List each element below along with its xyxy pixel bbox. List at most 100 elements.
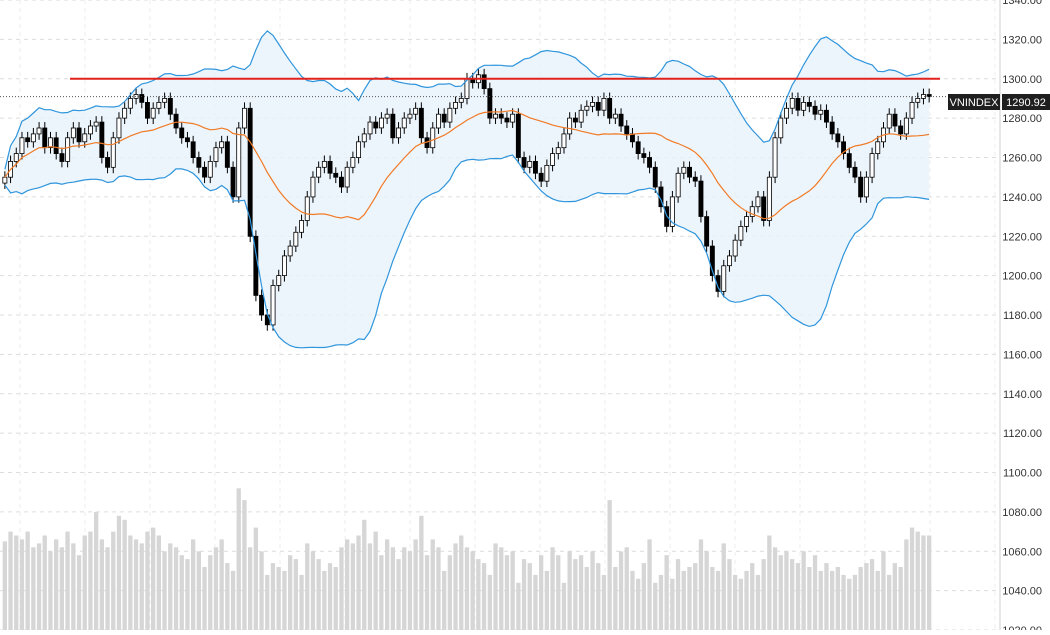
candle-body	[533, 160, 538, 174]
volume-bar	[2, 541, 8, 630]
volume-bar	[225, 563, 230, 630]
candle-body	[481, 74, 487, 90]
volume-bar	[584, 567, 589, 630]
volume-bar	[191, 539, 196, 630]
candle-body	[156, 102, 162, 109]
volume-bar	[219, 539, 224, 630]
candle-body	[852, 166, 858, 178]
volume-bar	[578, 555, 584, 630]
volume-bar	[373, 531, 378, 630]
volume-bars	[2, 488, 932, 631]
candle-body	[498, 113, 504, 119]
volume-bar	[744, 570, 749, 630]
candle-body	[607, 98, 613, 119]
candle-body	[675, 172, 681, 198]
candle-body	[173, 113, 179, 129]
candle-body	[915, 98, 921, 103]
candle-body	[196, 157, 202, 168]
candle-body	[162, 98, 168, 103]
candle-body	[321, 160, 327, 168]
candle-body	[635, 141, 641, 155]
candle-body	[213, 147, 219, 162]
candle-body	[139, 94, 145, 103]
volume-bar	[19, 539, 25, 630]
volume-bar	[402, 547, 407, 630]
volume-bar	[544, 570, 549, 630]
candle-body	[304, 196, 310, 221]
candle-body	[898, 125, 904, 135]
candle-body	[618, 113, 624, 127]
candle-body	[704, 216, 710, 247]
candle-body	[669, 196, 675, 227]
volume-bar	[459, 535, 464, 630]
volume-bar	[293, 559, 298, 630]
volume-bar	[812, 555, 818, 630]
volume-bar	[807, 567, 812, 630]
overlays	[0, 30, 1000, 349]
tick-label: 1080.00	[1002, 507, 1042, 519]
volume-bar	[852, 574, 858, 630]
tick-label: 1020.00	[1002, 625, 1042, 630]
candle-body	[367, 121, 373, 135]
volume-bar	[133, 539, 139, 630]
volume-bar	[379, 555, 384, 630]
volume-bar	[830, 570, 835, 630]
tick-label: 1340.00	[1002, 0, 1042, 7]
candle-body	[418, 107, 424, 139]
candle-body	[384, 113, 390, 119]
candle-body	[344, 166, 350, 188]
volume-bar	[322, 570, 327, 630]
candle-body	[612, 113, 618, 119]
candle-body	[373, 121, 379, 129]
candle-body	[886, 113, 892, 129]
volume-bar	[42, 535, 47, 630]
moving-average-line	[4, 109, 930, 221]
bollinger-fill	[4, 30, 930, 348]
volume-bar	[727, 559, 732, 630]
candle-body	[327, 160, 333, 174]
volume-bar	[362, 519, 367, 631]
candle-body	[829, 121, 835, 135]
candle-body	[521, 157, 527, 168]
volume-bar	[407, 551, 413, 631]
candle-body	[105, 157, 110, 168]
candle-body	[441, 113, 447, 123]
volume-bar	[641, 563, 646, 630]
candle-body	[390, 113, 396, 139]
candle-body	[841, 141, 846, 155]
volume-bar	[824, 563, 829, 630]
volume-bar	[761, 559, 766, 630]
volume-bar	[647, 539, 652, 630]
volume-bar	[65, 531, 70, 630]
candle-body	[167, 98, 173, 115]
volume-bar	[715, 570, 721, 630]
candle-body	[727, 255, 732, 267]
volume-bar	[116, 515, 122, 630]
bollinger-bands	[4, 30, 930, 348]
candle-body	[698, 180, 704, 217]
tick-label: 1300.00	[1002, 74, 1042, 86]
volume-bar	[847, 578, 852, 630]
candle-body	[259, 294, 264, 316]
volume-bar	[499, 547, 504, 630]
candle-body	[732, 239, 738, 257]
volume-bar	[881, 551, 886, 631]
volume-bar	[71, 543, 76, 630]
price-axis: 1340.00 1320.00 1300.00 1280.00 1260.00 1240.…	[999, 0, 1042, 635]
volume-bar	[208, 555, 213, 630]
candle-body	[892, 113, 898, 127]
tick-label: 1060.00	[1002, 546, 1042, 558]
volume-bar	[750, 563, 755, 630]
volume-bar	[721, 543, 726, 630]
volume-bar	[915, 531, 920, 630]
volume-bar	[921, 535, 926, 630]
candle-body	[25, 137, 31, 143]
volume-bar	[25, 531, 30, 630]
candle-body	[812, 105, 818, 115]
candle-body	[2, 176, 8, 184]
candle-body	[93, 121, 99, 127]
candle-body	[772, 137, 778, 178]
volume-bar	[556, 555, 561, 630]
candle-body	[652, 166, 658, 188]
volume-bar	[898, 567, 903, 630]
